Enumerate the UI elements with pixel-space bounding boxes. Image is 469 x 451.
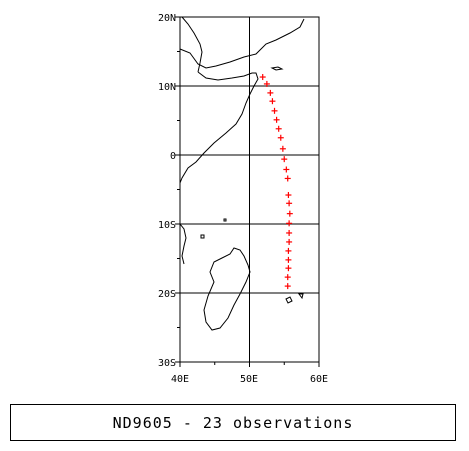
lat-label-0: 0 xyxy=(170,151,176,162)
lat-label-10n: 10N xyxy=(158,82,176,93)
lat-label-10s: 10S xyxy=(158,220,176,231)
caption-box: ND9605 - 23 observations xyxy=(10,404,456,441)
track-point-15 xyxy=(286,210,293,217)
coastline-segment xyxy=(179,18,305,69)
track-point-17 xyxy=(286,229,293,236)
coastline-segment xyxy=(200,234,205,239)
coastline-segment xyxy=(179,223,187,265)
track-point-3 xyxy=(267,89,274,96)
track-point-18 xyxy=(286,238,293,245)
track-point-13 xyxy=(285,192,292,199)
lon-label-60e: 60E xyxy=(310,374,328,385)
caption-text: ND9605 - 23 observations xyxy=(112,413,354,432)
track-point-19 xyxy=(285,247,292,254)
track-map: 20N 10N 0 10S 20S 30S 40E 50E 60E xyxy=(158,13,328,385)
track-point-10 xyxy=(281,156,288,163)
track-point-7 xyxy=(275,125,282,132)
map-frame xyxy=(179,16,320,363)
coastline-segment xyxy=(285,296,293,304)
coastline-segment xyxy=(298,293,304,300)
lon-label-50e: 50E xyxy=(240,374,258,385)
track-point-6 xyxy=(273,116,280,123)
coastlines xyxy=(179,16,305,331)
track-point-4 xyxy=(269,98,276,105)
track-point-5 xyxy=(271,107,278,114)
storm-track xyxy=(259,74,293,290)
track-point-22 xyxy=(284,274,291,281)
lat-label-20s: 20S xyxy=(158,289,176,300)
track-point-23 xyxy=(284,283,291,290)
track-point-16 xyxy=(286,220,293,227)
track-point-1 xyxy=(259,74,266,81)
coastline-segment xyxy=(203,247,251,331)
coastline-segment xyxy=(181,16,203,73)
track-point-20 xyxy=(285,256,292,263)
track-point-21 xyxy=(285,265,292,272)
axis-ticks xyxy=(175,16,320,367)
track-point-11 xyxy=(283,166,290,173)
coastline-segment xyxy=(223,218,227,222)
coastline-segment xyxy=(270,66,284,71)
lat-label-30s: 30S xyxy=(158,358,176,369)
track-point-2 xyxy=(263,80,270,87)
lon-label-40e: 40E xyxy=(171,374,189,385)
track-point-14 xyxy=(286,200,293,207)
track-point-9 xyxy=(279,145,286,152)
track-point-8 xyxy=(277,134,284,141)
coastline-segment xyxy=(179,71,259,184)
track-point-12 xyxy=(284,175,291,182)
lat-label-20n: 20N xyxy=(158,13,176,24)
graticule-lines xyxy=(180,17,319,362)
